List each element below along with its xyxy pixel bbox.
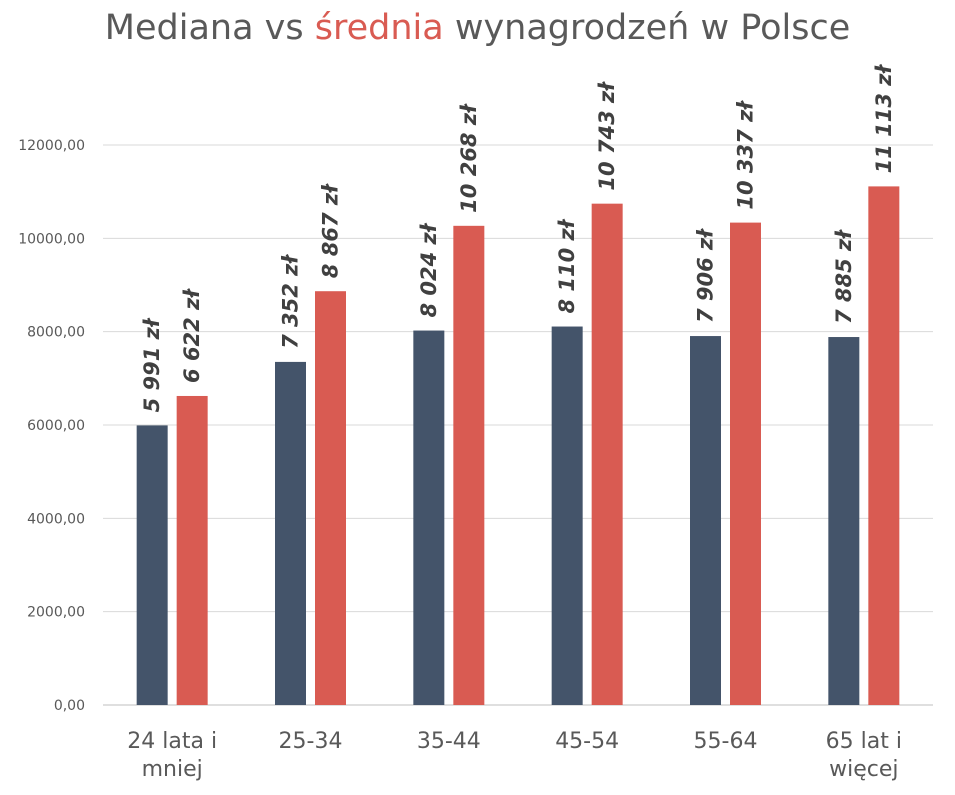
category-label-line: 55-64	[694, 729, 758, 754]
bar	[136, 425, 168, 705]
bar	[315, 291, 346, 705]
data-labels: 5 991 zł 6 622 zł 7 352 zł 8 867 zł 8 024 zł…	[140, 63, 896, 412]
category-label: 24 lata i mniej	[127, 729, 217, 782]
data-label: 6 622 zł	[180, 288, 204, 383]
category-label: 65 lat i więcej	[826, 729, 902, 782]
data-label: 10 337 zł	[734, 100, 758, 210]
y-axis-tick-labels: 0,00 2000,00 4000,00 6000,00 8000,00 10000,00…	[18, 138, 85, 714]
title-part-3: wynagrodzeń w Polsce	[443, 8, 851, 48]
data-label: 5 991 zł	[140, 317, 164, 412]
category-label: 55-64	[694, 729, 758, 754]
bar	[453, 225, 485, 705]
data-label: 10 743 zł	[595, 81, 619, 191]
data-label: 7 885 zł	[832, 229, 856, 324]
category-labels: 24 lata i mniej 25-34 35-44 45-54 55-64 65 lat…	[127, 729, 902, 782]
data-label: 8 110 zł	[555, 218, 579, 313]
y-tick-label: 2000,00	[27, 605, 85, 621]
category-label: 45-54	[555, 729, 619, 754]
bars	[136, 186, 900, 706]
y-tick-label: 10000,00	[18, 231, 85, 247]
data-label: 8 867 zł	[319, 183, 343, 278]
category-label-line: 25-34	[279, 729, 343, 754]
title-part-highlight: średnia	[314, 8, 444, 48]
y-tick-label: 8000,00	[27, 325, 85, 341]
y-tick-label: 6000,00	[27, 418, 85, 434]
data-label: 10 268 zł	[457, 103, 481, 213]
category-label-line: więcej	[829, 757, 898, 782]
bar	[275, 361, 306, 705]
y-tick-label: 4000,00	[27, 511, 85, 527]
y-tick-label: 12000,00	[18, 138, 85, 154]
category-label: 35-44	[417, 729, 481, 754]
bar	[551, 326, 583, 705]
bar	[868, 186, 900, 706]
category-label-line: 45-54	[555, 729, 619, 754]
data-label: 8 024 zł	[417, 222, 441, 317]
bar	[828, 337, 860, 705]
data-label: 11 113 zł	[872, 63, 896, 173]
category-label-line: 35-44	[417, 729, 481, 754]
bar	[591, 203, 623, 705]
chart-title: Mediana vs średnia wynagrodzeń w Polsce	[0, 8, 955, 48]
bar	[176, 395, 208, 705]
gridlines	[103, 144, 933, 706]
bar	[690, 336, 721, 705]
data-label: 7 906 zł	[694, 228, 718, 323]
bar	[730, 222, 761, 705]
data-label: 7 352 zł	[279, 254, 303, 349]
category-label: 25-34	[279, 729, 343, 754]
category-label-line: 24 lata i	[127, 729, 217, 754]
category-label-line: mniej	[142, 757, 203, 782]
category-label-line: 65 lat i	[826, 729, 902, 754]
bar	[413, 330, 445, 705]
title-part-1: Mediana vs	[104, 8, 315, 48]
y-tick-label: 0,00	[54, 698, 85, 714]
